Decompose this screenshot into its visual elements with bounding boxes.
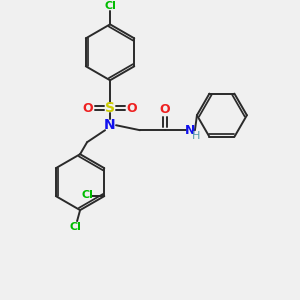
- Text: Cl: Cl: [81, 190, 93, 200]
- Text: N: N: [185, 124, 195, 137]
- Text: O: O: [127, 102, 137, 115]
- Text: H: H: [192, 131, 200, 141]
- Text: Cl: Cl: [104, 2, 116, 11]
- Text: O: O: [83, 102, 93, 115]
- Text: N: N: [104, 118, 116, 132]
- Text: O: O: [160, 103, 170, 116]
- Text: S: S: [105, 101, 115, 115]
- Text: Cl: Cl: [69, 222, 81, 232]
